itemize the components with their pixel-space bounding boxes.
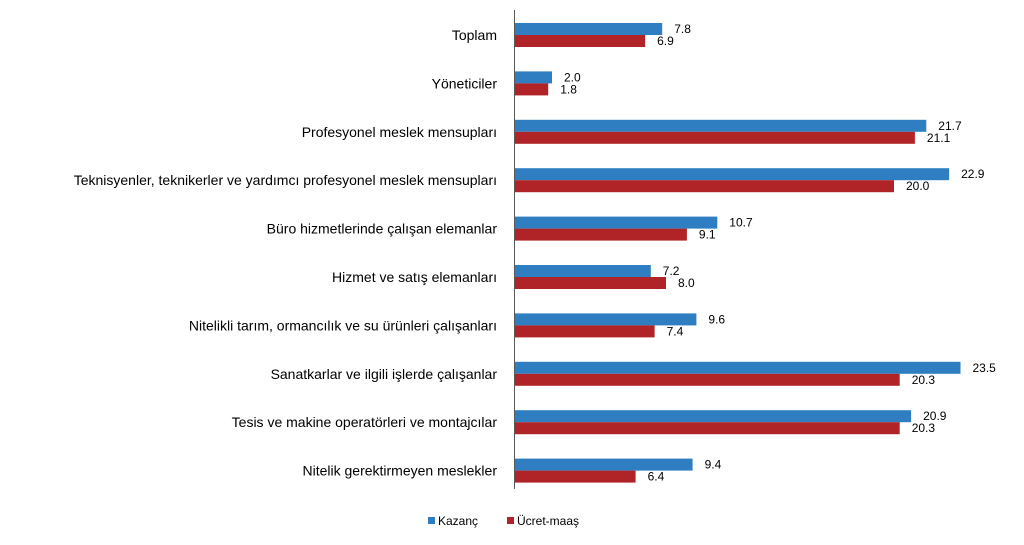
bar-ucret-maas (514, 35, 646, 47)
bar-kazanc (514, 216, 718, 229)
data-label: 20.3 (912, 373, 936, 387)
legend-swatch-kazanc (428, 517, 435, 524)
category-label: Teknisyenler, teknikerler ve yardımcı pr… (74, 172, 497, 188)
data-label: 20.0 (906, 179, 930, 193)
data-label: 2.0 (564, 70, 581, 84)
bar-ucret-maas (514, 180, 894, 193)
bar-ucret-maas (514, 422, 900, 435)
bar-kazanc (514, 119, 927, 132)
legend-label-kazanc: Kazanç (438, 514, 478, 528)
legend-swatch-ucret-maas (507, 517, 514, 524)
data-label: 9.1 (699, 228, 716, 242)
data-label: 20.9 (923, 409, 947, 423)
category-label: Profesyonel meslek mensupları (302, 124, 497, 140)
category-label: Sanatkarlar ve ilgili işlerde çalışanlar (271, 366, 498, 382)
category-label: Tesis ve makine operatörleri ve montajcı… (232, 414, 498, 430)
bar-kazanc (514, 458, 693, 471)
category-label: Hizmet ve satış elemanları (332, 269, 497, 285)
category-label: Yöneticiler (432, 75, 498, 91)
category-label: Toplam (452, 27, 497, 43)
data-label: 20.3 (912, 421, 936, 435)
data-label: 23.5 (973, 361, 997, 375)
bar-kazanc (514, 71, 552, 84)
bar-ucret-maas (514, 277, 666, 289)
data-label: 7.2 (663, 264, 680, 278)
data-label: 6.4 (648, 470, 665, 484)
data-label: 9.6 (708, 312, 725, 326)
data-label: 10.7 (729, 216, 753, 230)
data-label: 22.9 (961, 167, 985, 181)
data-label: 21.7 (938, 119, 962, 133)
bar-kazanc (514, 168, 950, 181)
data-label: 21.1 (927, 131, 951, 145)
category-label: Nitelikli tarım, ormancılık ve su ürünle… (189, 317, 497, 333)
bar-ucret-maas (514, 228, 687, 241)
bar-kazanc (514, 265, 651, 277)
data-label: 7.4 (667, 324, 684, 338)
bar-ucret-maas (514, 373, 900, 386)
bar-kazanc (514, 410, 912, 423)
data-label: 7.8 (674, 22, 691, 36)
bar-ucret-maas (514, 470, 636, 483)
bar-kazanc (514, 313, 697, 326)
bar-kazanc (514, 23, 663, 35)
bar-ucret-maas (514, 131, 915, 144)
data-label: 1.8 (560, 82, 577, 96)
bar-kazanc (514, 361, 961, 374)
data-label: 9.4 (705, 458, 722, 472)
data-label: 8.0 (678, 276, 695, 290)
category-label: Büro hizmetlerinde çalışan elemanlar (267, 221, 498, 237)
category-label: Nitelik gerektirmeyen meslekler (302, 463, 497, 479)
bar-ucret-maas (514, 325, 655, 338)
data-label: 6.9 (657, 34, 674, 48)
legend-label-ucret-maas: Ücret-maaş (517, 514, 579, 528)
bar-ucret-maas (514, 83, 549, 96)
